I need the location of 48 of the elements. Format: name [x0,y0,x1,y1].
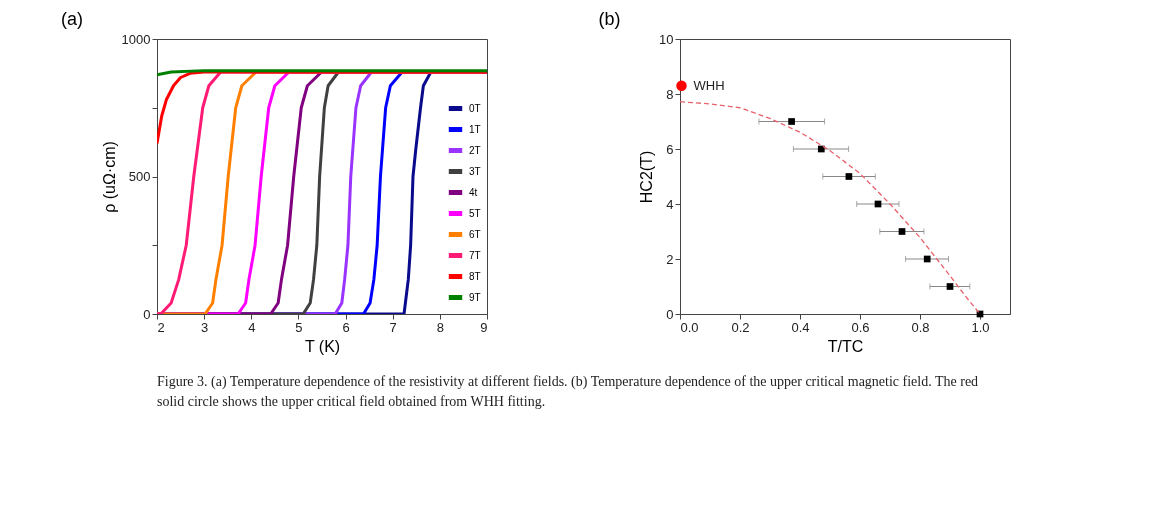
x-axis-title: T (K) [304,337,341,355]
x-tick-label: 7 [389,319,397,335]
x-tick-label: 0.2 [731,319,750,335]
x-tick-label: 9 [480,319,488,335]
point [676,80,687,91]
point [946,283,954,290]
x-tick-label: 5 [295,319,303,335]
x-tick-label: 0.8 [911,319,930,335]
x-tick-label: 0.4 [791,319,810,335]
legend-label: 5T [469,207,481,219]
series-label: WHH [693,77,725,93]
chart-title: (b) [598,9,621,29]
y-tick-label: 4 [666,196,674,212]
x-tick-label: 0.6 [851,319,870,335]
x-tick-label: 8 [436,319,444,335]
legend-label: 7T [469,249,481,261]
point [898,228,906,235]
point [845,173,853,180]
x-tick-label: 4 [248,319,256,335]
legend-label: 2T [469,144,481,156]
x-tick-label: 6 [342,319,350,335]
caption: Figure 3. (a) Temperature dependence of the resistivity at different fields. (b) Temperature dependence of the upper critical magnetic field. The red solid circle shows the upper critical field obtained from WHH fitting. [157,374,979,409]
x-tick-label: 0.0 [680,319,699,335]
chart-title: (a) [61,9,84,29]
legend-label: 1T [469,123,481,135]
legend-label: 6T [469,228,481,240]
point [923,255,931,263]
x-tick-label: 1.0 [971,319,990,335]
x-tick-label: 3 [201,319,209,335]
legend-label: 4t [469,186,478,198]
y-tick-label: 8 [666,86,674,102]
y-tick-label: 1000 [121,31,151,47]
y-tick-label: 0 [666,306,674,322]
point [788,118,795,125]
y-tick-label: 500 [128,169,151,184]
y-tick-label: 2 [666,251,674,267]
y-tick-label: 6 [666,141,674,157]
y-axis-title: ρ (uΩ·cm) [100,141,118,213]
y-axis-title: HC2(T) [638,150,656,204]
y-tick-label: 10 [659,31,674,47]
legend-label: 9T [469,291,481,303]
x-axis-title: T/TC [827,337,864,355]
legend-label: 3T [469,165,481,177]
legend-label: 0T [469,102,481,114]
line-series [157,70,487,145]
x-tick-label: 2 [157,319,165,335]
legend-label: 8T [469,270,481,282]
y-tick-label: 0 [143,306,151,322]
